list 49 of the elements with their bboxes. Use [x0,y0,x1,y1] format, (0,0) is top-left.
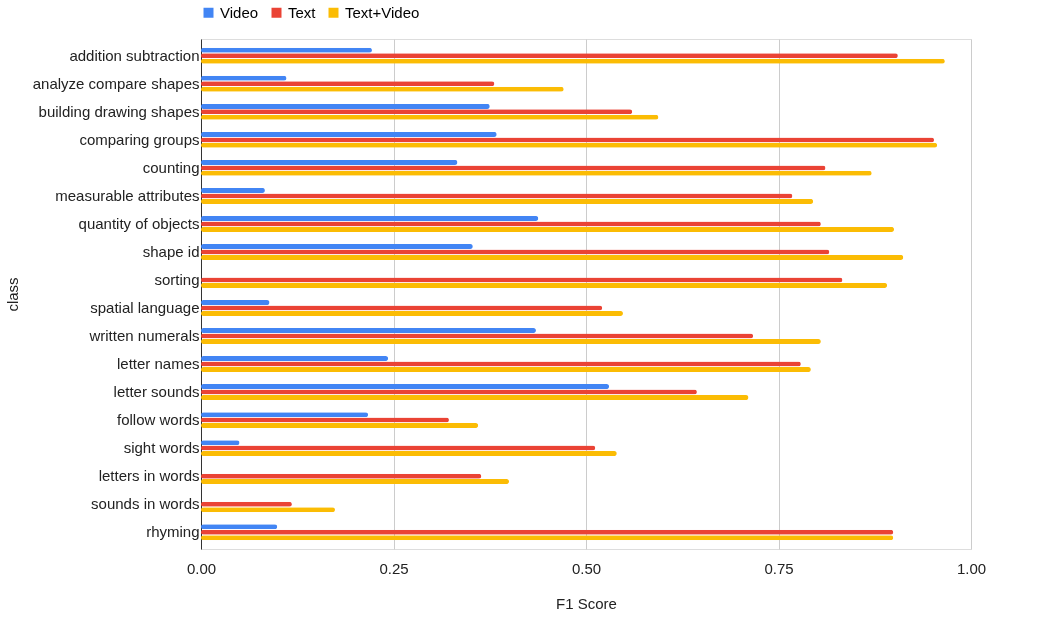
bar [201,187,265,193]
x-tick-label: 0.00 [186,559,217,577]
bar [201,310,623,316]
y-tick-label: sounds in words [91,495,200,513]
y-tick-label: written numerals [88,327,200,345]
y-tick-label: sight words [123,439,200,457]
bar [201,384,610,390]
bar [201,479,509,485]
legend-label: Text+Video [345,3,420,21]
y-axis-title: class [3,277,21,312]
y-tick-label: letter sounds [113,383,200,401]
y-tick-label: spatial language [90,299,200,317]
bar [201,159,458,165]
y-tick-label: building drawing shapes [38,102,200,120]
bar [201,254,904,260]
bar [201,215,539,221]
y-tick-label: sorting [154,270,200,288]
legend-label: Video [220,3,259,21]
bar [201,367,811,373]
x-tick-label: 0.75 [764,559,794,577]
y-tick-label: counting [142,158,200,176]
y-tick-label: rhyming [146,523,200,541]
x-tick-label: 0.25 [379,559,409,577]
bar [201,339,821,344]
y-tick-label: comparing groups [79,130,200,148]
y-tick-label: letters in words [98,467,200,485]
x-axis-title: F1 Score [556,594,617,612]
bar [201,328,536,334]
bar [201,103,490,109]
y-tick-label: letter names [116,355,200,373]
y-tick-label: analyze compare shapes [32,74,200,92]
bar [201,395,749,401]
y-tick-label: measurable attributes [55,186,200,204]
y-tick-label: addition subtraction [69,46,200,64]
x-tick-label: 0.50 [571,559,602,577]
bar [201,131,497,137]
y-tick-label: follow words [116,411,200,429]
x-tick-label: 1.00 [956,559,987,577]
bar [201,356,389,362]
legend-label: Text [288,3,317,21]
bar [201,244,473,249]
y-tick-label: quantity of objects [78,214,200,232]
bar [201,300,270,306]
bar [201,226,894,232]
bar [201,451,617,457]
bar [201,282,888,288]
y-tick-label: shape id [142,242,200,260]
bar [201,198,814,204]
bar [201,423,479,429]
